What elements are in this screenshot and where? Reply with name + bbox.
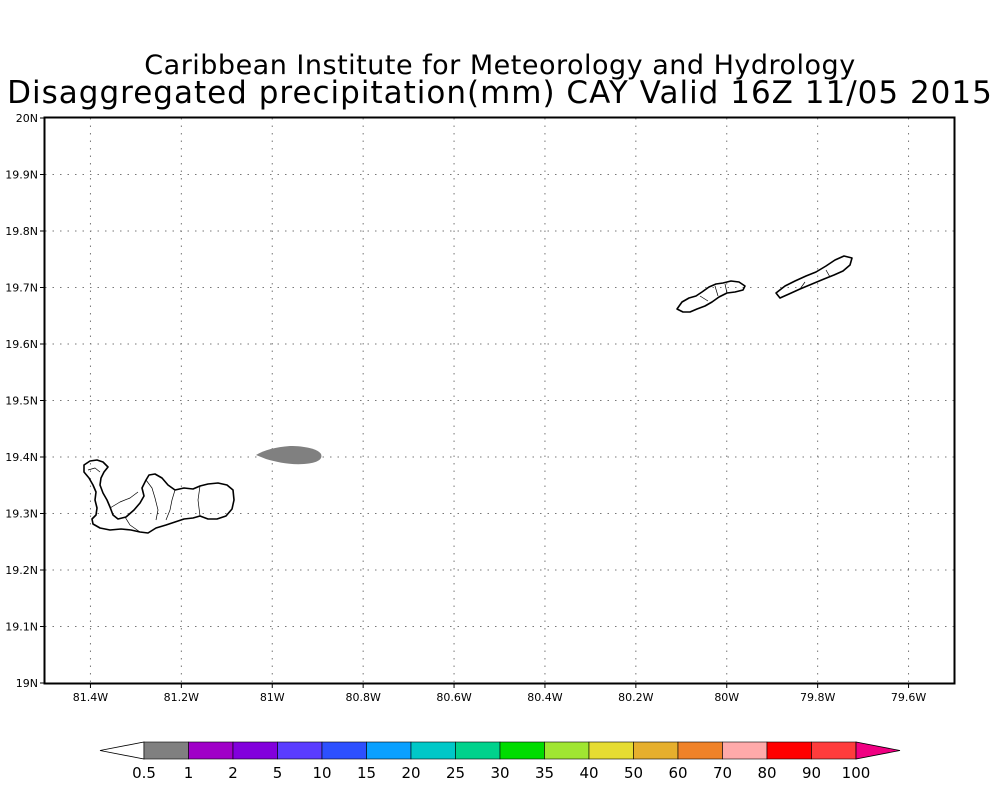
- colorbar-label: 5: [273, 764, 283, 782]
- colorbar-label: 2: [228, 764, 238, 782]
- precip-area-0.5-1mm: [256, 446, 322, 465]
- colorbar-label: 70: [713, 764, 732, 782]
- y-tick-label: 19.7N: [5, 282, 38, 295]
- x-tick-label: 80.2W: [618, 691, 653, 704]
- colorbar-label: 35: [535, 764, 554, 782]
- colorbar-segment: [188, 741, 234, 760]
- x-tick-label: 80.4W: [527, 691, 562, 704]
- y-tick-label: 20N: [16, 112, 38, 125]
- colorbar-label: 25: [446, 764, 465, 782]
- map-title-line1: Caribbean Institute for Meteorology and …: [144, 50, 856, 81]
- x-tick-label: 79.8W: [800, 691, 835, 704]
- colorbar-label: 0.5: [132, 764, 156, 782]
- colorbar-segment: [277, 741, 323, 760]
- x-tick-label: 80.6W: [436, 691, 471, 704]
- precip-colorbar: 0.5 1 2 5 10 15 20 25 30 35 40 50 60 70 80 90 100: [99, 741, 901, 782]
- y-tick-label: 19.8N: [5, 225, 38, 238]
- x-tick-label: 81.2W: [164, 691, 199, 704]
- colorbar-under-triangle: [99, 741, 145, 760]
- x-tick-label: 81W: [260, 691, 285, 704]
- colorbar-label: 80: [757, 764, 776, 782]
- colorbar-segment: [633, 741, 679, 760]
- colorbar-segment: [321, 741, 367, 760]
- colorbar-segment: [722, 741, 768, 760]
- colorbar-segment: [677, 741, 723, 760]
- colorbar-label: 90: [802, 764, 821, 782]
- colorbar-segment: [366, 741, 412, 760]
- colorbar-segment: [499, 741, 545, 760]
- colorbar-label: 10: [312, 764, 331, 782]
- y-tick-label: 19.6N: [5, 338, 38, 351]
- colorbar-segment: [588, 741, 634, 760]
- colorbar-label: 20: [401, 764, 420, 782]
- x-tick-label: 81.4W: [73, 691, 108, 704]
- grand-cayman-island: [83, 459, 235, 534]
- y-tick-label: 19.9N: [5, 169, 38, 182]
- cayman-brac-island: [775, 255, 853, 299]
- colorbar-label: 1: [184, 764, 194, 782]
- x-tick-label: 79.6W: [891, 691, 926, 704]
- y-tick-label: 19N: [16, 677, 38, 690]
- y-tick-label: 19.5N: [5, 395, 38, 408]
- colorbar-segment: [544, 741, 590, 760]
- x-tick-label: 80.8W: [345, 691, 380, 704]
- y-tick-label: 19.1N: [5, 621, 38, 634]
- x-axis-ticks: 81.4W 81.2W 81W 80.8W 80.6W 80.4W 80.2W 80W 79.8…: [73, 683, 926, 704]
- colorbar-segment: [410, 741, 456, 760]
- colorbar-over-triangle: [855, 741, 901, 760]
- colorbar-segment: [143, 741, 189, 760]
- little-cayman-island: [676, 280, 746, 313]
- colorbar-segment: [455, 741, 501, 760]
- colorbar-segment: [811, 741, 857, 760]
- colorbar-segment: [232, 741, 278, 760]
- map-title-line2: Disaggregated precipitation(mm) CAY Vali…: [7, 75, 993, 111]
- y-axis-ticks: 19N 19.1N 19.2N 19.3N 19.4N 19.5N 19.6N 19.7N 19…: [5, 112, 45, 690]
- colorbar-label: 60: [668, 764, 687, 782]
- colorbar-label: 15: [357, 764, 376, 782]
- y-tick-label: 19.4N: [5, 451, 38, 464]
- colorbar-segment: [766, 741, 812, 760]
- x-tick-label: 80W: [714, 691, 739, 704]
- y-tick-label: 19.2N: [5, 564, 38, 577]
- colorbar-label: 40: [579, 764, 598, 782]
- colorbar-label: 50: [624, 764, 643, 782]
- grid-lines: [45, 118, 954, 683]
- colorbar-label: 30: [490, 764, 509, 782]
- colorbar-label: 100: [842, 764, 871, 782]
- y-tick-label: 19.3N: [5, 508, 38, 521]
